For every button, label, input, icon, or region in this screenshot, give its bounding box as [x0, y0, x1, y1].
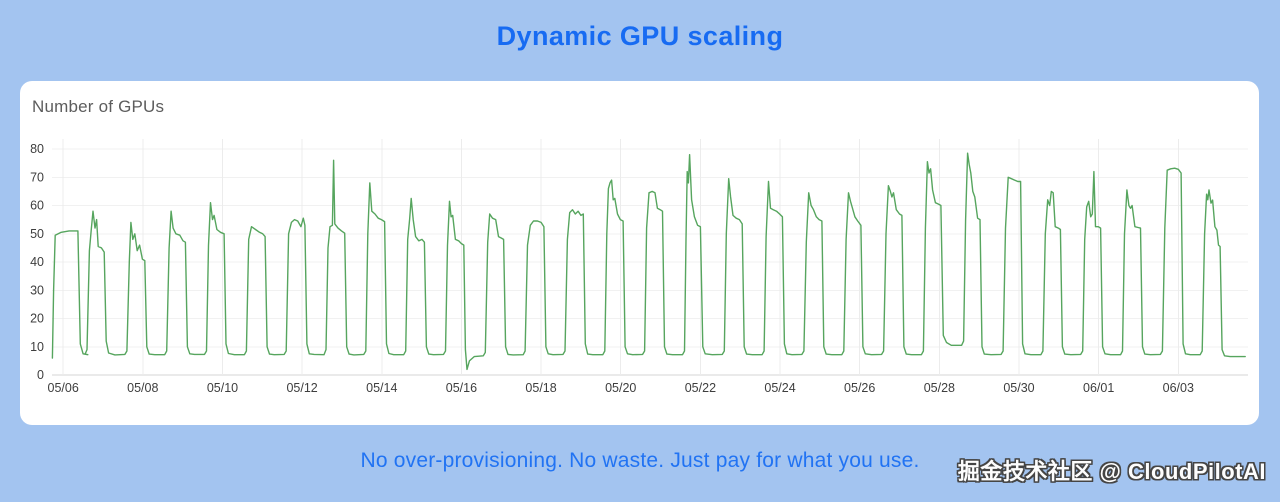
- horizontal-gridlines: [52, 148, 1248, 376]
- page-title: Dynamic GPU scaling: [496, 21, 784, 51]
- x-axis-tick-labels: 05/06 05/08 05/10 05/12 05/14 05/16 05/18 05/20…: [48, 381, 1194, 395]
- x-tick-label: 05/18: [525, 381, 556, 395]
- x-tick-label: 05/08: [127, 381, 158, 395]
- x-tick-label: 05/16: [446, 381, 477, 395]
- x-tick-label: 05/26: [844, 381, 875, 395]
- y-tick-label: 0: [37, 368, 44, 382]
- y-tick-label: 30: [30, 283, 44, 297]
- x-tick-label: 05/28: [924, 381, 955, 395]
- x-tick-label: 05/10: [207, 381, 238, 395]
- gpu-count-line: [51, 152, 1246, 371]
- y-tick-label: 40: [30, 255, 44, 269]
- x-tick-label: 05/30: [1003, 381, 1034, 395]
- x-tick-label: 05/12: [286, 381, 317, 395]
- x-tick-label: 05/20: [605, 381, 636, 395]
- y-tick-label: 60: [30, 199, 44, 213]
- y-tick-label: 10: [30, 340, 44, 354]
- y-tick-label: 50: [30, 227, 44, 241]
- x-tick-label: 05/06: [48, 381, 79, 395]
- x-tick-label: 05/24: [764, 381, 795, 395]
- page-subtitle: No over-provisioning. No waste. Just pay…: [360, 449, 920, 472]
- y-tick-label: 70: [30, 170, 44, 184]
- x-tick-label: 05/22: [685, 381, 716, 395]
- chart-card: Number of GPUs 0 10 20 30 40 50 60 70 80 05/06 05…: [20, 81, 1259, 425]
- y-tick-label: 20: [30, 312, 44, 326]
- x-tick-label: 05/14: [366, 381, 397, 395]
- y-tick-label: 80: [30, 142, 44, 156]
- vertical-gridlines: [62, 139, 1179, 375]
- chart-title: Number of GPUs: [32, 97, 165, 116]
- y-axis-tick-labels: 0 10 20 30 40 50 60 70 80: [30, 142, 44, 382]
- watermark: 掘金技术社区 @ CloudPilotAI: [957, 459, 1266, 484]
- x-tick-label: 06/01: [1083, 381, 1114, 395]
- x-tick-label: 06/03: [1163, 381, 1194, 395]
